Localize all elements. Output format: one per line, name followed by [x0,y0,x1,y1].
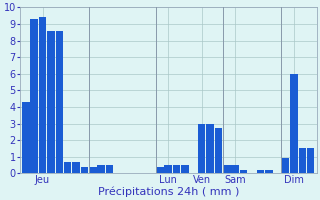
Bar [240,170,247,173]
Bar [106,165,113,173]
X-axis label: Précipitations 24h ( mm ): Précipitations 24h ( mm ) [98,186,239,197]
Bar [156,167,164,173]
Bar [299,148,306,173]
Bar [81,167,88,173]
Bar [39,17,46,173]
Bar [181,165,189,173]
Bar [206,124,214,173]
Bar [173,165,180,173]
Bar [97,165,105,173]
Bar [22,102,29,173]
Bar [290,74,298,173]
Bar [89,167,97,173]
Bar [257,170,264,173]
Bar [215,128,222,173]
Bar [72,162,80,173]
Bar [47,31,55,173]
Bar [223,165,231,173]
Bar [307,148,315,173]
Bar [265,170,273,173]
Bar [282,158,289,173]
Bar [64,162,71,173]
Bar [30,19,38,173]
Bar [198,124,205,173]
Bar [164,165,172,173]
Bar [55,31,63,173]
Bar [231,165,239,173]
